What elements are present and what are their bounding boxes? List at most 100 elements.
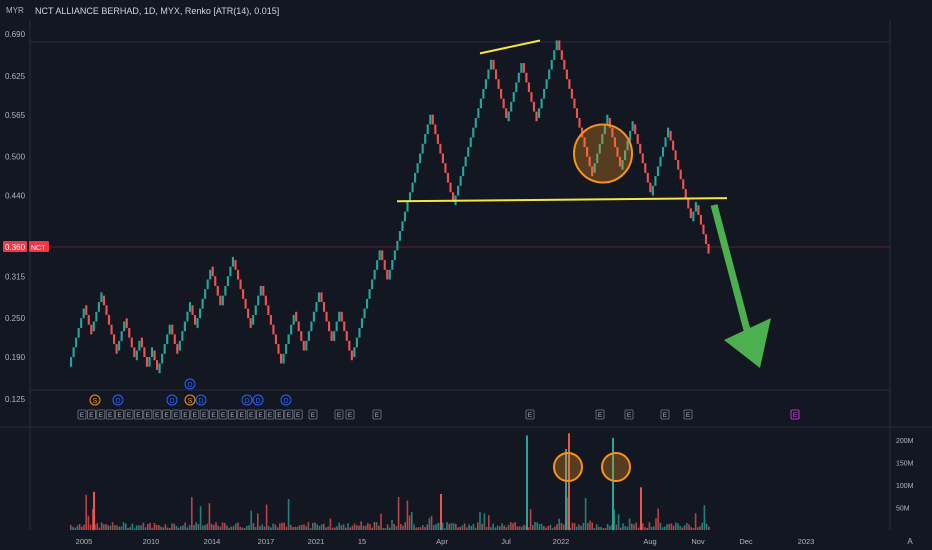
renko-brick-down <box>264 295 267 306</box>
volume-bar <box>133 528 136 530</box>
volume-bar <box>551 528 554 530</box>
volume-bar <box>331 527 334 530</box>
volume-spike <box>93 491 95 531</box>
volume-bar <box>210 523 213 530</box>
price-tick-label: 0.625 <box>5 72 26 81</box>
volume-bar <box>151 527 153 530</box>
renko-brick-down <box>687 198 690 209</box>
volume-bar <box>136 525 138 530</box>
earnings-marker <box>274 409 284 420</box>
time-tick-label: Aug <box>643 537 656 546</box>
renko-brick-up <box>368 289 371 299</box>
renko-brick-down <box>279 353 283 364</box>
renko-brick-up <box>82 308 85 319</box>
earnings-marker <box>660 409 670 420</box>
volume-bar <box>325 527 327 530</box>
volume-bar <box>477 522 479 530</box>
volume-bar <box>459 526 461 530</box>
volume-bar <box>450 523 453 530</box>
currency-label: MYR <box>6 6 24 15</box>
earnings-marker <box>683 409 693 420</box>
volume-bar <box>107 525 109 530</box>
volume-bar <box>415 527 417 530</box>
volume-bar <box>606 524 609 530</box>
volume-bar <box>276 527 279 530</box>
renko-brick-down <box>216 285 219 296</box>
volume-bar <box>413 524 415 530</box>
renko-brick-up <box>596 153 599 164</box>
volume-bar <box>593 528 596 530</box>
renko-brick-down <box>525 72 528 83</box>
renko-brick-down <box>646 172 649 183</box>
volume-bar <box>573 523 576 530</box>
volume-bar <box>490 527 492 530</box>
volume-bar <box>228 527 230 530</box>
volume-bar <box>437 522 439 530</box>
renko-brick-up <box>479 98 482 109</box>
renko-brick-up <box>290 324 293 335</box>
volume-bar <box>602 528 604 530</box>
renko-brick-down <box>153 350 156 361</box>
event-marker-label: E <box>202 412 207 419</box>
renko-brick-up <box>226 276 229 286</box>
volume-bar <box>188 525 191 530</box>
renko-brick-down <box>277 344 280 354</box>
volume-bar <box>85 494 87 530</box>
renko-brick-up <box>472 127 475 138</box>
volume-bar <box>296 526 299 530</box>
volume-bar <box>98 527 101 530</box>
volume-bar <box>494 527 497 530</box>
event-marker-label: E <box>249 412 254 419</box>
volume-bar <box>406 500 409 530</box>
renko-brick-down <box>707 243 710 254</box>
volume-bar <box>153 523 156 530</box>
volume-spike <box>612 437 614 531</box>
renko-brick-down <box>608 117 611 128</box>
earnings-marker <box>199 409 209 420</box>
volume-bar <box>521 526 523 530</box>
renko-brick-up <box>457 185 460 196</box>
renko-brick-up <box>196 318 199 328</box>
volume-bar <box>422 525 424 530</box>
renko-brick-up <box>355 337 358 348</box>
event-marker-label: E <box>663 412 668 419</box>
volume-bar <box>661 527 664 530</box>
renko-bricks <box>70 40 710 374</box>
price-tick-label: 0.250 <box>5 314 26 323</box>
event-marker-label: E <box>277 412 282 419</box>
volume-bar <box>129 526 131 530</box>
time-tick-label: Jul <box>501 537 511 546</box>
chart-title: NCT ALLIANCE BERHAD, 1D, MYX, Renko [ATR… <box>35 6 280 16</box>
renko-brick-down <box>171 324 174 335</box>
volume-bar <box>650 526 653 530</box>
renko-brick-down <box>500 88 503 99</box>
volume-bar <box>688 524 690 530</box>
volume-bar <box>327 526 329 530</box>
volume-bar <box>254 526 257 530</box>
earnings-marker <box>227 409 237 420</box>
renko-brick-down <box>297 321 300 332</box>
renko-brick-down <box>249 318 252 328</box>
renko-brick-down <box>244 298 247 309</box>
volume-bar <box>204 525 206 530</box>
earnings-marker <box>152 409 162 420</box>
renko-brick-up <box>92 321 95 332</box>
renko-brick-down <box>431 114 434 125</box>
volume-bar <box>644 527 646 530</box>
volume-bar <box>257 513 259 530</box>
renko-brick-up <box>338 311 341 322</box>
renko-brick-up <box>424 134 427 144</box>
renko-brick-down <box>274 334 278 345</box>
renko-brick-down <box>105 305 108 316</box>
dividend-marker <box>195 394 207 406</box>
renko-brick-down <box>689 208 692 219</box>
volume-bar <box>397 496 400 530</box>
renko-brick-down <box>140 337 143 348</box>
renko-brick-down <box>133 347 136 358</box>
volume-bar <box>329 518 332 530</box>
renko-brick-down <box>702 224 705 235</box>
volume-bar <box>373 522 376 530</box>
event-marker-label: S <box>188 398 193 405</box>
renko-brick-down <box>446 172 450 183</box>
volume-bar <box>241 527 244 530</box>
